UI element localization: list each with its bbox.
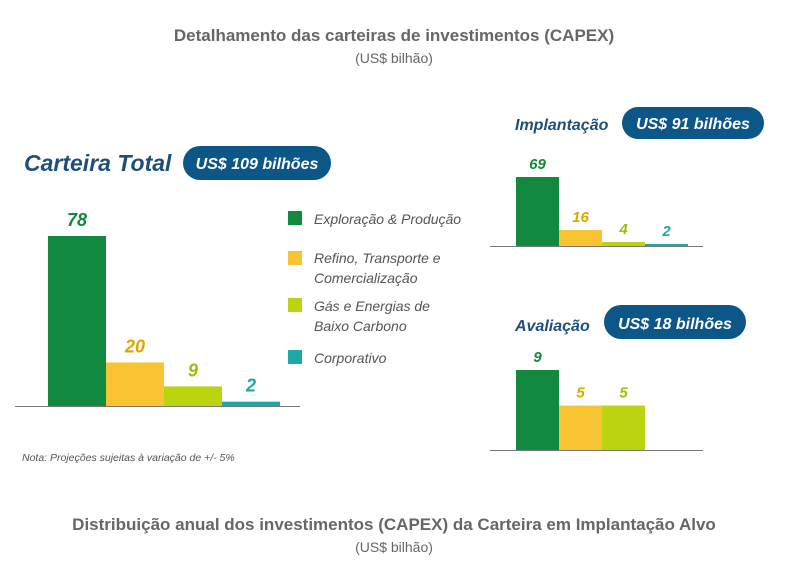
chart-total: 78 20 9 2 <box>15 210 300 407</box>
impl-value-refino: 16 <box>572 209 589 226</box>
total-value-refino: 20 <box>124 336 145 356</box>
impl-bar-corporativo <box>645 244 688 246</box>
total-value-corporativo: 2 <box>245 376 256 396</box>
section-subtitle: (US$ bilhão) <box>355 539 433 555</box>
total-value-gas: 9 <box>188 360 198 380</box>
legend-label-gas-2: Baixo Carbono <box>314 318 407 334</box>
aval-badge <box>604 305 746 339</box>
impl-bar-refino <box>559 230 602 246</box>
impl-heading: Implantação <box>515 117 609 134</box>
page-subtitle: (US$ bilhão) <box>355 50 433 66</box>
chart-avaliacao: 9 5 5 <box>490 349 703 451</box>
total-badge-text: US$ 109 bilhões <box>196 156 319 173</box>
legend-label-corporativo: Corporativo <box>314 350 387 366</box>
legend-label-refino-2: Comercialização <box>314 270 418 286</box>
legend-label-refino: Refino, Transporte e <box>314 250 441 266</box>
aval-bar-refino <box>559 405 602 450</box>
aval-value-gas: 5 <box>619 385 628 402</box>
legend-swatch-exploracao <box>288 211 302 225</box>
page-title: Detalhamento das carteiras de investimen… <box>173 26 615 45</box>
aval-bar-gas <box>602 405 645 450</box>
total-badge <box>183 146 331 180</box>
aval-bar-exploracao <box>516 370 559 450</box>
chart-implantacao: 69 16 4 2 <box>490 156 703 247</box>
total-bar-corporativo <box>222 401 280 406</box>
legend-label-gas: Gás e Energias de <box>314 298 430 314</box>
section-title: Distribuição anual dos investimentos (CA… <box>72 515 716 534</box>
total-bar-refino <box>106 362 164 406</box>
aval-value-refino: 5 <box>576 385 585 402</box>
impl-value-gas: 4 <box>618 221 628 238</box>
legend-swatch-refino <box>288 251 302 265</box>
impl-value-corporativo: 2 <box>661 223 671 240</box>
total-value-exploracao: 78 <box>67 210 87 230</box>
impl-value-exploracao: 69 <box>529 156 546 173</box>
aval-heading: Avaliação <box>514 318 590 335</box>
impl-bar-gas <box>602 242 645 246</box>
aval-value-exploracao: 9 <box>533 349 542 366</box>
total-heading: Carteira Total <box>24 150 172 176</box>
total-bar-exploracao <box>48 236 106 406</box>
aval-badge-text: US$ 18 bilhões <box>618 316 732 333</box>
total-bar-gas <box>164 386 222 406</box>
legend-label-exploracao: Exploração & Produção <box>314 211 461 227</box>
legend-swatch-gas <box>288 298 302 312</box>
footnote: Nota: Projeções sujeitas à variação de +… <box>22 452 235 464</box>
impl-badge-text: US$ 91 bilhões <box>636 116 750 133</box>
legend-swatch-corporativo <box>288 350 302 364</box>
impl-badge <box>622 107 764 139</box>
impl-bar-exploracao <box>516 177 559 246</box>
